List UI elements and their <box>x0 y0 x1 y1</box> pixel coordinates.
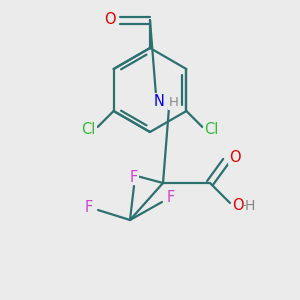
Text: N: N <box>154 94 165 109</box>
Text: O: O <box>229 149 241 164</box>
Text: Cl: Cl <box>81 122 96 137</box>
Text: Cl: Cl <box>204 122 219 137</box>
Text: H: H <box>245 199 255 213</box>
Text: F: F <box>85 200 93 214</box>
Text: F: F <box>167 190 175 205</box>
Text: O: O <box>232 199 244 214</box>
Text: O: O <box>104 13 116 28</box>
Text: -: - <box>242 200 246 212</box>
Text: F: F <box>130 169 138 184</box>
Text: H: H <box>169 96 178 109</box>
